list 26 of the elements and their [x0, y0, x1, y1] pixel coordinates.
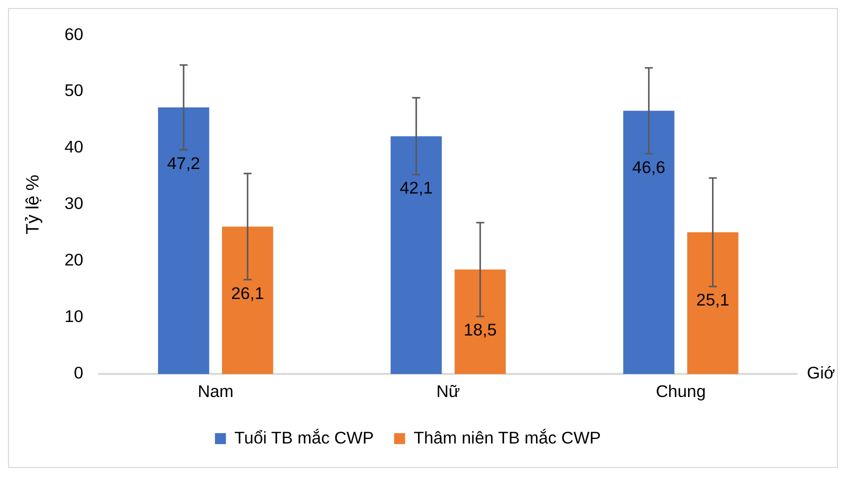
- data-label: 42,1: [400, 178, 433, 198]
- y-tick-label: 0: [74, 364, 84, 383]
- bar: [623, 110, 674, 374]
- x-axis-title: Giớ: [806, 364, 836, 383]
- y-axis-title: Tỷ lệ %: [22, 174, 43, 234]
- bar: [158, 107, 210, 374]
- bar: [454, 270, 506, 374]
- bar: [222, 226, 274, 374]
- data-label: 46,6: [632, 158, 666, 177]
- y-tick-label: 10: [64, 307, 84, 326]
- y-tick-label: 50: [64, 81, 84, 100]
- x-tick-label: Chung: [656, 382, 706, 401]
- bar: [687, 232, 738, 374]
- bar: [390, 136, 442, 374]
- legend-label: Tuổi TB mắc CWP: [234, 428, 374, 448]
- legend-label: Thâm niên TB mắc CWP: [414, 428, 601, 448]
- y-tick-label: 40: [64, 138, 84, 157]
- data-label: 47,2: [167, 154, 200, 173]
- y-tick-label: 20: [64, 250, 84, 270]
- data-label: 25,1: [696, 290, 730, 310]
- y-tick-label: 30: [64, 194, 84, 214]
- x-tick-label: Nữ: [436, 382, 460, 401]
- data-label: 26,1: [231, 284, 264, 303]
- y-tick-label: 60: [64, 24, 84, 44]
- data-label: 18,5: [464, 320, 497, 340]
- x-tick-label: Nam: [198, 382, 234, 401]
